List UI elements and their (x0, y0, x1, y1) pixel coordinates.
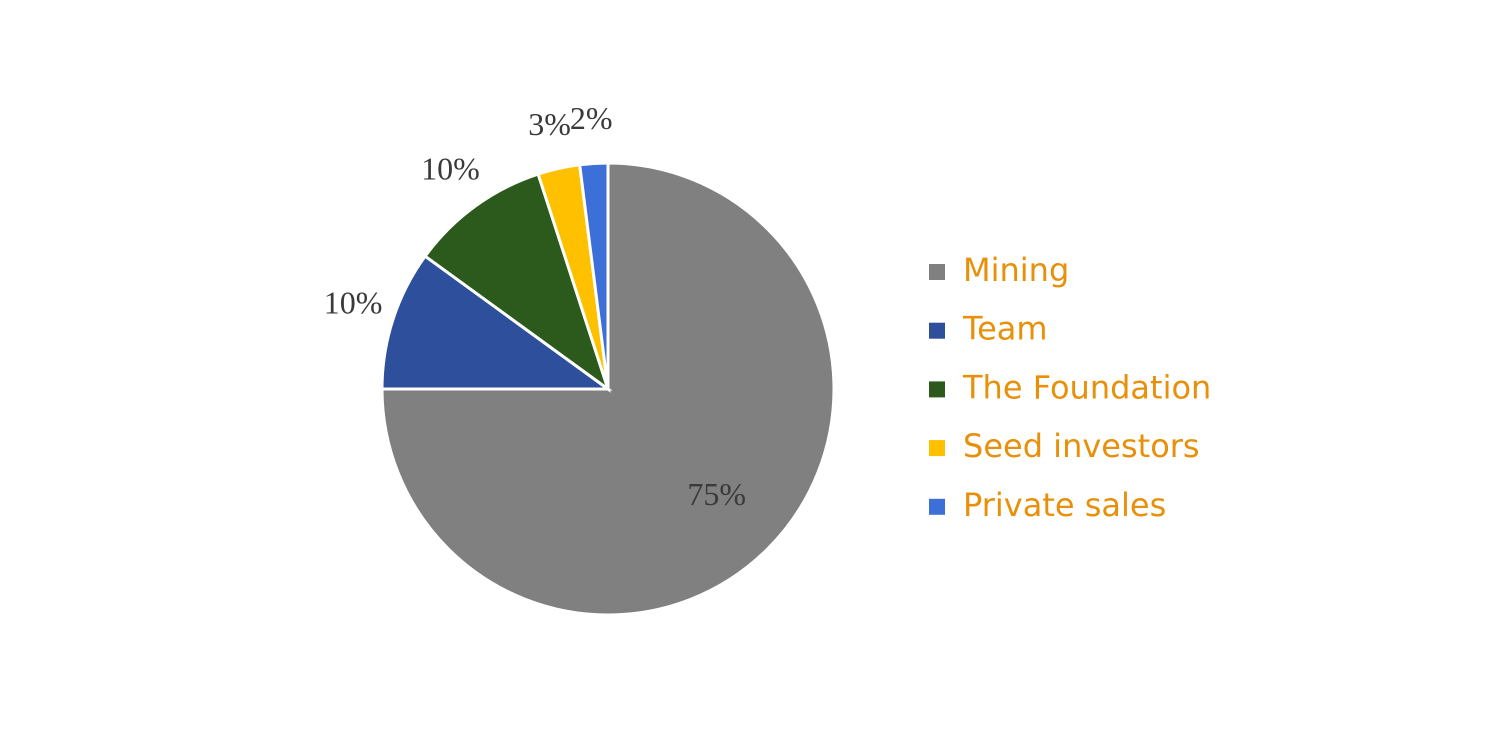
data-label: 10% (421, 151, 480, 187)
legend-swatch (929, 322, 945, 339)
data-label: 2% (570, 100, 613, 136)
pie-slice (423, 172, 611, 393)
legend-label: Mining (963, 251, 1069, 289)
pie-slice (380, 161, 836, 617)
data-label: 3% (528, 106, 571, 142)
legend-label: Team (962, 310, 1048, 348)
data-label: 75% (687, 476, 746, 512)
legend-label: Private sales (963, 486, 1166, 524)
legend-swatch (929, 498, 945, 515)
pie-slice (380, 254, 613, 391)
legend-label: The Foundation (962, 368, 1211, 406)
legend-swatch (929, 381, 945, 398)
pie-slice (577, 161, 610, 390)
legend-label: Seed investors (963, 427, 1200, 465)
legend-swatch (929, 440, 945, 457)
data-label: 10% (324, 285, 383, 321)
legend-swatch (929, 264, 945, 280)
